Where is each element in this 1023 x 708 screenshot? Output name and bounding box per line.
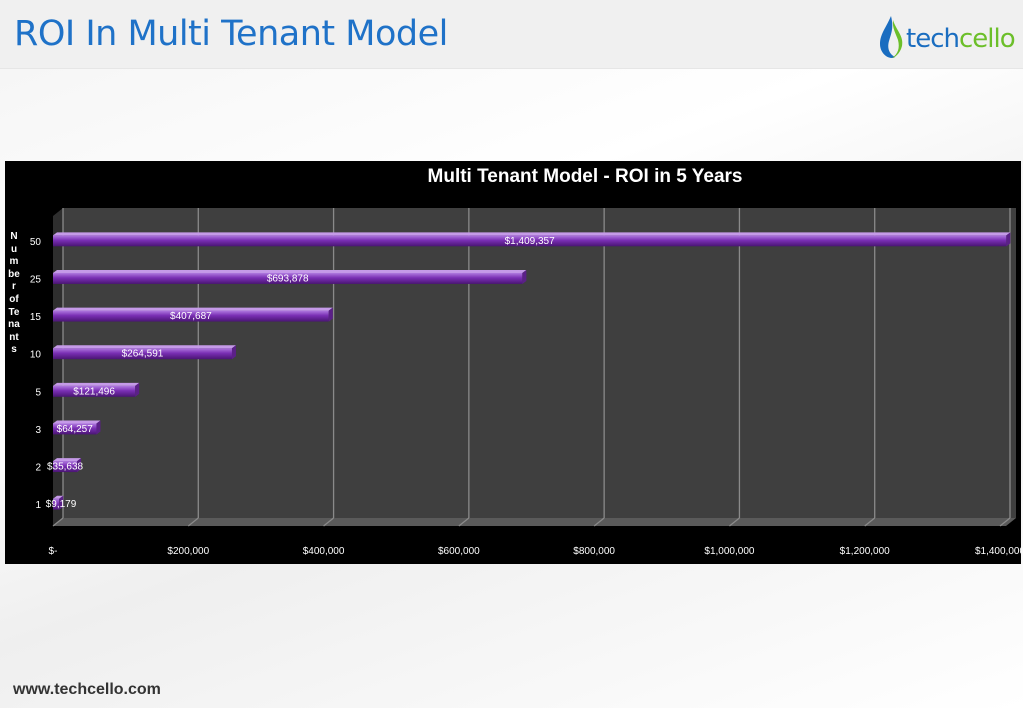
data-label-2: $35,638 [47, 462, 84, 473]
data-label-15: $407,687 [170, 311, 212, 322]
x-tick-label-7: $1,400,000 [975, 546, 1021, 557]
bar-top-1 [53, 495, 64, 499]
slide-title: ROI In Multi Tenant Model [14, 14, 448, 54]
gridline-floor-2 [323, 517, 334, 527]
y-tick-label-50: 50 [30, 237, 42, 248]
y-tick-label-15: 15 [30, 312, 42, 323]
bar-top-2 [53, 458, 82, 462]
bar-1 [53, 498, 60, 510]
bar-top-10 [53, 345, 236, 349]
header-bar [0, 0, 1023, 69]
gridline-floor-1 [187, 517, 199, 527]
logo-text-cello: cello [958, 24, 1016, 54]
y-tick-label-25: 25 [30, 274, 42, 285]
bar-end-1 [59, 495, 64, 510]
bar-end-10 [231, 345, 236, 360]
bar-end-2 [77, 458, 82, 473]
x-tick-label-2: $400,000 [303, 546, 345, 557]
plot-back-wall [63, 208, 1016, 518]
chart-title: Multi Tenant Model - ROI in 5 Years [427, 166, 743, 187]
bar-top-15 [53, 307, 333, 311]
water-drop-icon [880, 16, 903, 58]
x-tick-label-3: $600,000 [438, 546, 480, 557]
gridline-floor-6 [864, 517, 876, 527]
gridline-floor-5 [729, 517, 740, 527]
chart-plot: $- $200,000 $400,000 $600,000 $800,000 $1,000… [30, 208, 1021, 557]
roi-chart: Multi Tenant Model - ROI in 5 Years Numb… [5, 161, 1021, 564]
bar-end-50 [1006, 232, 1011, 247]
bar-top-50 [53, 232, 1011, 236]
x-tick-label-5: $1,000,000 [704, 546, 754, 557]
x-tick-label-0: $- [49, 546, 58, 557]
data-label-10: $264,591 [122, 349, 164, 360]
x-tick-label-4: $800,000 [573, 546, 615, 557]
bar-end-15 [328, 307, 333, 322]
bar-10 [53, 348, 232, 360]
x-tick-label-1: $200,000 [167, 546, 209, 557]
bar-2 [53, 461, 78, 473]
gridline-floor-7 [999, 517, 1011, 527]
gridline-floor-4 [593, 517, 605, 527]
y-tick-label-1: 1 [35, 500, 41, 511]
bar-top-25 [53, 269, 527, 273]
bar-15 [53, 310, 329, 322]
logo-wordmark: techcello [906, 24, 1016, 54]
data-label-3: $64,257 [57, 424, 94, 435]
y-axis-label: Number of Tenants [8, 231, 22, 356]
data-label-5: $121,496 [73, 386, 115, 397]
bar-25 [53, 272, 523, 284]
plot-side-wall [53, 208, 63, 526]
bar-top-3 [53, 420, 101, 424]
data-label-1: $9,179 [46, 499, 77, 510]
logo-text-tech: tech [906, 24, 960, 54]
techcello-logo: techcello [878, 12, 1016, 62]
footer-url: www.techcello.com [13, 681, 161, 698]
bar-end-3 [96, 420, 101, 435]
y-tick-label-3: 3 [35, 425, 41, 436]
y-tick-label-5: 5 [35, 387, 41, 398]
bar-end-5 [135, 382, 140, 397]
bar-50 [53, 235, 1007, 247]
data-label-25: $693,878 [267, 273, 309, 284]
bar-5 [53, 385, 136, 397]
x-tick-label-6: $1,200,000 [840, 546, 890, 557]
data-label-50: $1,409,357 [505, 236, 555, 247]
y-tick-label-10: 10 [30, 350, 42, 361]
y-tick-label-2: 2 [35, 463, 41, 474]
bar-end-25 [522, 269, 527, 284]
plot-floor [53, 518, 1016, 526]
gridline-floor-0 [52, 517, 64, 527]
gridline-floor-3 [458, 517, 470, 527]
bar-top-5 [53, 382, 140, 386]
bar-3 [53, 423, 97, 435]
